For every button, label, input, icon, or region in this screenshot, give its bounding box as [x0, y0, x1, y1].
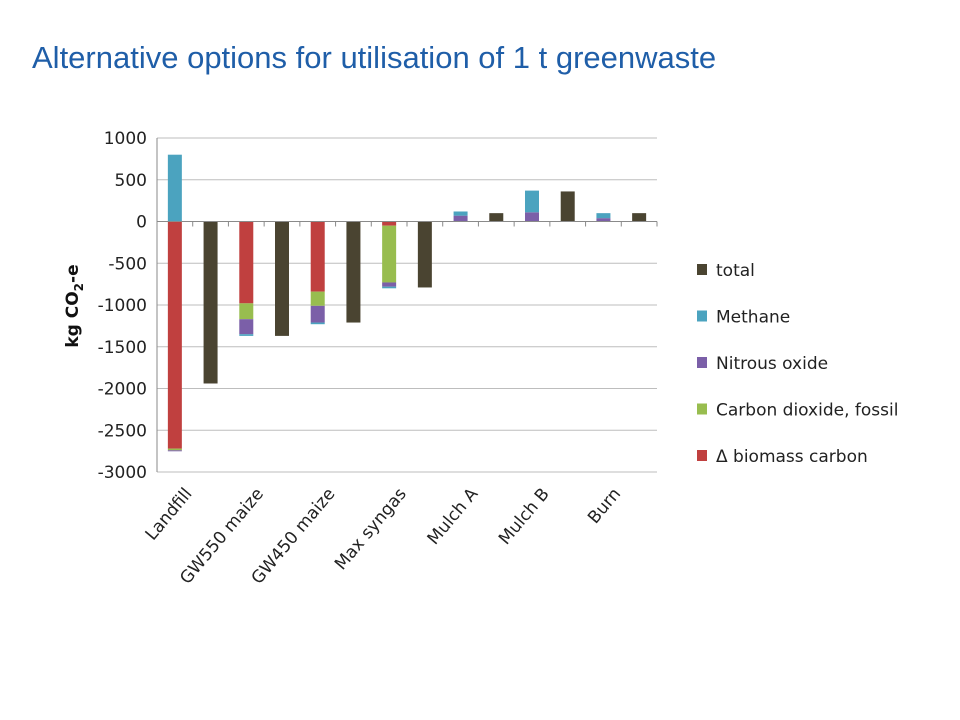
bar-total — [203, 221, 218, 384]
bar-group-burn-components — [596, 213, 611, 222]
legend-swatch — [697, 357, 707, 368]
y-axis-ticks: 1000 500 0 -500 -1000 -1500 -2000 -2500 -3000 — [98, 129, 147, 483]
bar-segment-methane — [167, 154, 182, 222]
legend-label: Δ biomass carbon — [716, 447, 868, 467]
legend-swatch — [697, 403, 707, 415]
bar-total — [560, 191, 575, 222]
legend-item-nitrous-oxide: Nitrous oxide — [697, 354, 828, 374]
bar-group-max-syngas-total — [417, 221, 432, 288]
bar-segment-methane — [453, 211, 468, 216]
bar-segment-carbon-dioxide-fossil — [239, 303, 254, 320]
bar-total — [346, 221, 361, 323]
bar-total — [275, 221, 289, 336]
bar-segment-carbon-dioxide-fossil — [382, 225, 397, 283]
category-label-mulch-a: Mulch A — [424, 484, 483, 549]
legend-item-carbon-dioxide-fossil: Carbon dioxide, fossil — [697, 401, 898, 421]
bar-segment-methane — [239, 334, 254, 336]
legend-item-total: total — [697, 261, 755, 281]
legend-label: Methane — [716, 308, 790, 328]
bar-segment-methane — [382, 286, 397, 289]
legend-item-methane: Methane — [697, 308, 790, 328]
bar-group-landfill-total — [203, 221, 218, 384]
bar-group-max-syngas-components — [382, 221, 397, 289]
y-axis-title: kg CO2-e — [63, 264, 86, 347]
bar-segment-delta-biomass-carbon — [167, 221, 182, 449]
y-tick-label: -1000 — [98, 296, 147, 316]
bar-segment-nitrous-oxide — [167, 450, 182, 452]
bar-segment-carbon-dioxide-fossil — [310, 291, 325, 306]
axes — [156, 138, 658, 472]
category-label-burn: Burn — [584, 484, 625, 527]
category-label-landfill: Landfill — [142, 484, 197, 544]
legend: total Methane Nitrous oxide Carbon dioxide,… — [697, 261, 898, 467]
bar-total — [489, 213, 504, 222]
bar-segment-nitrous-oxide — [382, 282, 397, 287]
bar-group-gw550-maize-total — [275, 221, 289, 336]
y-tick-label: 0 — [136, 213, 147, 233]
legend-swatch — [697, 450, 707, 461]
bar-segment-delta-biomass-carbon — [310, 221, 325, 292]
bar-group-mulch-a-components — [453, 211, 468, 222]
page-title: Alternative options for utilisation of 1… — [32, 40, 717, 75]
bar-segment-delta-biomass-carbon — [239, 221, 254, 304]
category-label-mulch-b: Mulch B — [495, 484, 554, 548]
bar-segment-nitrous-oxide — [310, 305, 325, 323]
bar-group-gw550-maize-components — [239, 221, 254, 336]
legend-swatch — [697, 310, 707, 322]
y-tick-label: 500 — [115, 171, 147, 191]
bar-group-burn-total — [632, 213, 647, 222]
bar-group-landfill-components — [167, 154, 182, 452]
legend-swatch — [697, 264, 707, 275]
y-tick-label: -3000 — [98, 463, 147, 483]
bar-segment-nitrous-oxide — [239, 319, 254, 335]
y-tick-label: -2000 — [98, 380, 147, 400]
bar-group-mulch-a-total — [489, 213, 504, 222]
bar-total — [632, 213, 647, 222]
bar-group-gw450-maize-total — [346, 221, 361, 323]
bar-total — [417, 221, 432, 288]
gridlines — [157, 137, 657, 473]
legend-label: Carbon dioxide, fossil — [716, 401, 898, 421]
legend-item-delta-biomass-carbon: Δ biomass carbon — [697, 447, 868, 467]
bar-segment-methane — [596, 213, 611, 219]
bar-group-mulch-b-total — [560, 191, 575, 222]
y-tick-label: 1000 — [104, 129, 147, 149]
y-tick-label: -2500 — [98, 421, 147, 441]
bar-segment-nitrous-oxide — [453, 215, 468, 222]
bar-segment-methane — [525, 190, 539, 213]
y-axis-label: kg CO2-e — [63, 264, 86, 347]
bar-group-gw450-maize-components — [310, 221, 325, 325]
bar-segment-methane — [310, 322, 325, 325]
bar-segment-nitrous-oxide — [596, 218, 611, 222]
y-tick-label: -500 — [108, 254, 147, 274]
bar-group-mulch-b-components — [525, 190, 539, 222]
bar-segment-delta-biomass-carbon — [382, 221, 397, 226]
bars — [167, 154, 647, 452]
bar-segment-nitrous-oxide — [525, 212, 539, 222]
legend-label: total — [716, 261, 755, 281]
y-tick-label: -1500 — [98, 338, 147, 358]
legend-label: Nitrous oxide — [716, 354, 828, 374]
category-label-max-syngas: Max syngas — [331, 484, 411, 574]
bar-segment-carbon-dioxide-fossil — [167, 448, 182, 451]
